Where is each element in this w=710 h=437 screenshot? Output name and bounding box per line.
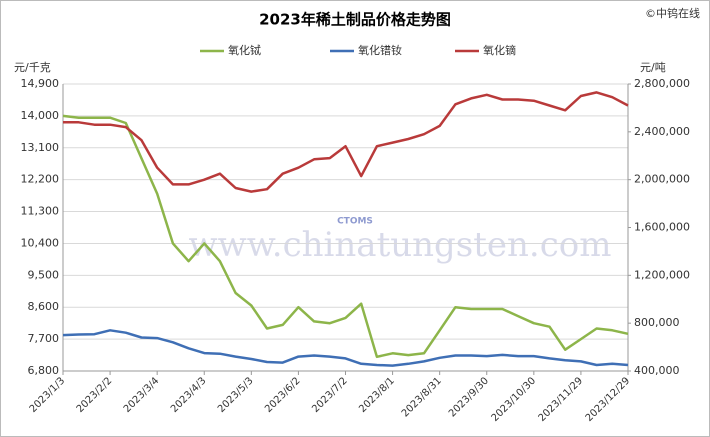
logo-text: CTOMS bbox=[337, 217, 373, 227]
y2-tick-label: 2,400,000 bbox=[634, 125, 690, 138]
credit: ©中钨在线 bbox=[645, 6, 700, 20]
legend-label: 氧化镝 bbox=[483, 43, 516, 57]
y-tick-label: 6,800 bbox=[28, 364, 60, 377]
y-tick-label: 10,400 bbox=[21, 236, 60, 249]
y2-tick-label: 400,000 bbox=[634, 364, 680, 377]
series-line bbox=[63, 91, 629, 193]
y-tick-label: 14,900 bbox=[21, 77, 60, 90]
y-tick-label: 8,600 bbox=[28, 300, 60, 313]
chart-title: 2023年稀土制品价格走势图 bbox=[259, 11, 451, 29]
y-tick-label: 12,200 bbox=[21, 173, 60, 186]
y2-tick-label: 2,000,000 bbox=[634, 173, 690, 186]
watermark: www.chinatungsten.com bbox=[189, 225, 612, 265]
y2-tick-label: 800,000 bbox=[634, 316, 680, 329]
y2-tick-label: 1,200,000 bbox=[634, 268, 690, 281]
y-tick-label: 11,300 bbox=[21, 205, 60, 218]
y-tick-label: 9,500 bbox=[28, 268, 60, 281]
y2-tick-label: 1,600,000 bbox=[634, 221, 690, 234]
y-tick-label: 13,100 bbox=[21, 141, 60, 154]
y2-axis-label: 元/吨 bbox=[640, 61, 666, 74]
y-tick-label: 14,000 bbox=[21, 109, 60, 122]
legend-label: 氧化铽 bbox=[228, 43, 261, 57]
y-axis-label: 元/千克 bbox=[14, 61, 51, 74]
y-tick-label: 7,700 bbox=[28, 332, 60, 345]
series-line bbox=[62, 114, 629, 359]
series-line bbox=[62, 329, 629, 367]
legend-label: 氧化镨钕 bbox=[358, 43, 402, 57]
y2-tick-label: 2,800,000 bbox=[634, 77, 690, 90]
